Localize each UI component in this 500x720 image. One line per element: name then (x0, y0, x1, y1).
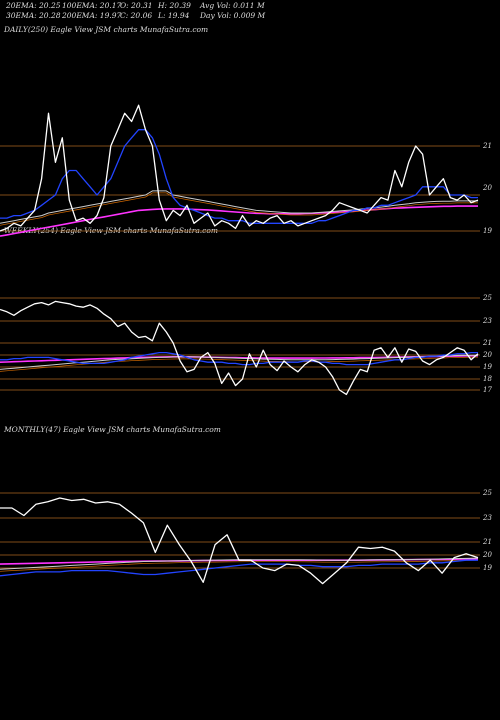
y-tick-label-2-3: 20 (482, 551, 492, 559)
ema-fast-line-1 (0, 351, 478, 366)
header-high: H: 20.39 (158, 1, 191, 10)
y-tick-label-0-0: 21 (482, 142, 492, 150)
header-ema20: 20EMA: 20.25 (6, 1, 61, 10)
y-tick-label-1-0: 25 (482, 294, 492, 302)
y-tick-label-1-1: 23 (482, 317, 492, 325)
y-tick-label-1-6: 17 (483, 386, 492, 394)
price-line-2 (0, 497, 479, 585)
ema-fast-line-2 (0, 559, 478, 577)
header-close: C: 20.06 (120, 11, 153, 20)
ema-orange-line-0 (0, 192, 478, 226)
header-low: L: 19.94 (158, 11, 190, 20)
y-tick-label-0-1: 20 (482, 184, 492, 192)
monthly-chart-title: MONTHLY(47) Eagle View JSM charts Munafa… (4, 425, 221, 434)
price-line-1 (0, 300, 479, 396)
y-tick-label-1-4: 19 (483, 363, 492, 371)
y-tick-label-1-3: 20 (482, 351, 492, 359)
y-tick-label-2-2: 21 (482, 538, 492, 546)
header-ema100: 100EMA: 20.17 (62, 1, 122, 10)
daily-chart-title: DAILY(250) Eagle View JSM charts MunafaS… (4, 25, 209, 34)
y-tick-label-1-2: 21 (482, 339, 492, 347)
y-tick-label-0-2: 19 (483, 227, 492, 235)
y-tick-label-2-1: 23 (482, 514, 492, 522)
ema-orange-line-2 (0, 559, 479, 572)
header-ema200: 200EMA: 19.97 (62, 11, 122, 20)
y-tick-label-2-0: 25 (482, 489, 492, 497)
header-day-vol: Day Vol: 0.009 M (200, 11, 266, 20)
y-tick-label-1-5: 18 (483, 375, 492, 383)
weekly-chart-title: WEEKLY(254) Eagle View JSM charts Munafa… (4, 226, 219, 235)
price-line-0 (0, 104, 479, 232)
header-avg-vol: Avg Vol: 0.011 M (200, 1, 265, 10)
ema-mid-line-0 (0, 190, 478, 224)
y-tick-label-2-4: 19 (483, 564, 492, 572)
ema-slow-line-0 (0, 205, 478, 237)
header-ema30: 30EMA: 20.28 (6, 11, 61, 20)
header-open: O: 20.31 (120, 1, 153, 10)
